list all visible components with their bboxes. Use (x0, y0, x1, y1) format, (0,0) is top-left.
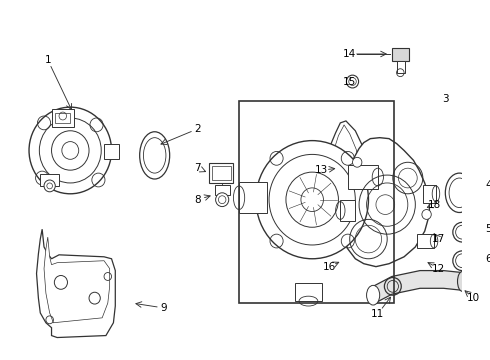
Circle shape (422, 210, 431, 219)
Circle shape (352, 157, 362, 167)
Text: 11: 11 (371, 309, 385, 319)
Circle shape (44, 180, 55, 192)
Text: 7: 7 (195, 163, 201, 173)
Text: 16: 16 (322, 262, 336, 272)
Bar (392, 48, 409, 61)
Text: 1: 1 (45, 55, 51, 65)
Text: 5: 5 (485, 224, 490, 234)
Bar (212, 166, 231, 180)
Bar (51, 109, 74, 127)
Bar (239, 182, 267, 213)
Bar (341, 200, 355, 221)
Polygon shape (373, 271, 462, 304)
Text: 12: 12 (432, 264, 445, 274)
Text: 4: 4 (485, 180, 490, 190)
Ellipse shape (367, 285, 380, 305)
Bar (417, 234, 434, 248)
Bar (104, 144, 119, 159)
Text: 14: 14 (343, 49, 356, 59)
Text: 3: 3 (442, 94, 449, 104)
Bar (55, 113, 70, 123)
Polygon shape (44, 237, 110, 323)
Bar (215, 185, 230, 195)
Bar (295, 283, 321, 301)
Circle shape (29, 107, 112, 194)
Polygon shape (325, 121, 367, 188)
Text: 2: 2 (195, 124, 201, 134)
Text: 10: 10 (467, 293, 480, 303)
Text: 6: 6 (485, 254, 490, 264)
Polygon shape (37, 229, 115, 338)
Text: 8: 8 (195, 195, 201, 205)
Polygon shape (341, 138, 429, 267)
Text: 17: 17 (432, 234, 445, 244)
Text: 13: 13 (315, 165, 328, 175)
Bar (239, 101, 394, 303)
Polygon shape (331, 125, 359, 183)
Bar (209, 163, 233, 183)
Text: 9: 9 (161, 303, 168, 313)
Bar (396, 61, 405, 73)
Ellipse shape (458, 271, 467, 291)
Bar (348, 165, 378, 189)
Circle shape (216, 193, 229, 207)
Text: 18: 18 (427, 199, 441, 210)
Text: 15: 15 (343, 77, 356, 86)
Ellipse shape (346, 75, 359, 88)
Bar (423, 185, 436, 203)
Bar (40, 174, 59, 186)
Circle shape (256, 141, 368, 259)
